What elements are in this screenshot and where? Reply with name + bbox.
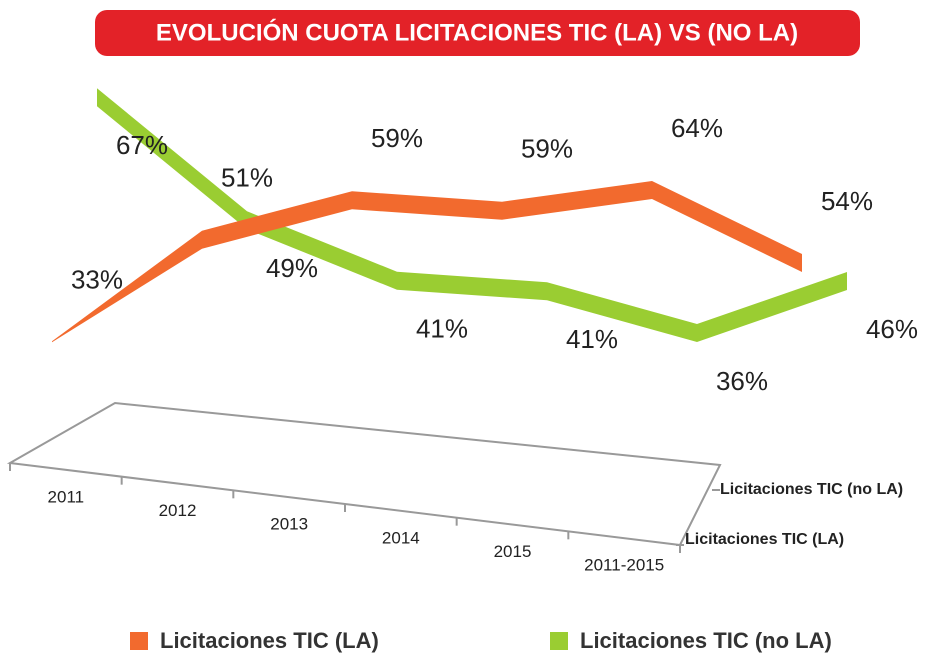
value-label: 49% [266,253,318,283]
x-tick-label: 2011 [48,487,85,506]
x-tick-label: 2012 [159,501,197,520]
depth-label: Licitaciones TIC (LA) [685,531,844,548]
value-label: 64% [671,113,723,143]
legend-swatch [550,632,568,650]
value-label: 41% [566,324,618,354]
value-label: 54% [821,186,873,216]
floor [6,401,722,547]
legend-label: Licitaciones TIC (no LA) [580,628,832,653]
value-label: 59% [371,123,423,153]
ribbon [97,88,847,342]
value-label: 36% [716,366,768,396]
title-box [95,10,860,56]
value-label: 33% [71,265,123,295]
legend-label: Licitaciones TIC (LA) [160,628,379,653]
value-label: 46% [866,314,918,344]
x-tick-label: 2011-2015 [584,556,664,575]
depth-label: Licitaciones TIC (no LA) [720,481,903,498]
value-label: 41% [416,314,468,344]
value-label: 59% [521,134,573,164]
x-tick-label: 2015 [494,542,532,561]
x-tick-label: 2013 [270,515,308,534]
value-label: 51% [221,163,273,193]
value-label: 67% [116,130,168,160]
ribbon [52,181,802,343]
chart-title: EVOLUCIÓN CUOTA LICITACIONES TIC (LA) VS… [156,18,798,46]
legend-swatch [130,632,148,650]
x-tick-label: 2014 [382,528,420,547]
